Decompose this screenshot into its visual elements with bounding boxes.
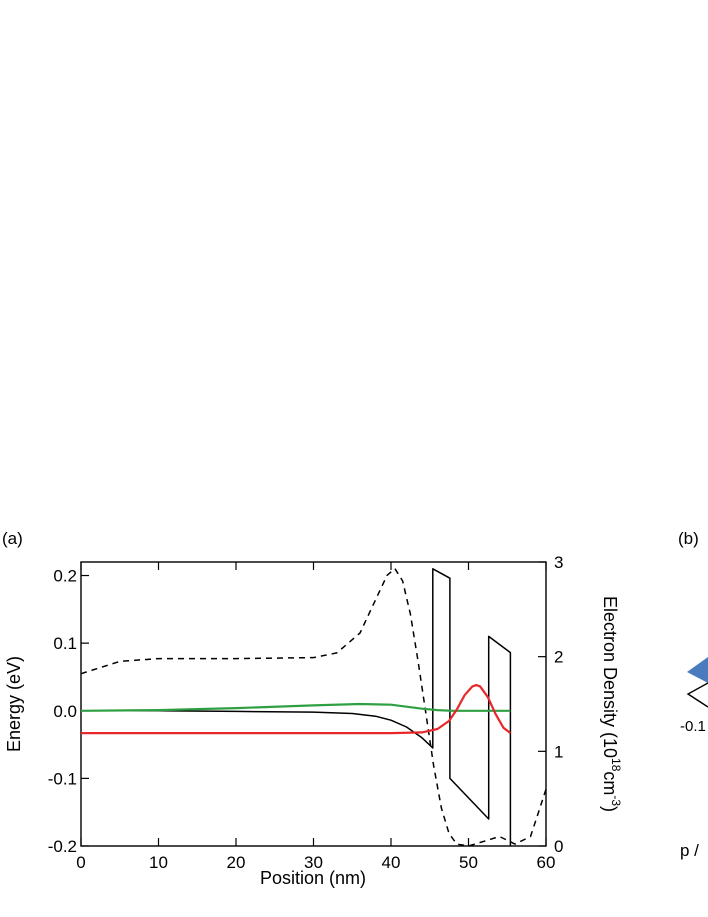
red-wavefunction-curve bbox=[81, 683, 512, 735]
y-right-title-sup1: 18 bbox=[609, 758, 623, 772]
y-right-title-main: Electron Density (10 bbox=[600, 596, 620, 758]
panel-b-outline-shape bbox=[686, 682, 708, 708]
potential-curve bbox=[81, 568, 512, 846]
x-axis-title: Position (nm) bbox=[260, 868, 366, 888]
y-right-tick-label: 2 bbox=[554, 648, 563, 667]
y-left-tick-label: -0.2 bbox=[48, 837, 77, 856]
series-group bbox=[80, 567, 547, 847]
x-tick-label: 30 bbox=[304, 853, 323, 872]
panel-b-text-1: -0.1 bbox=[680, 718, 706, 735]
panel-b-text-2: p / bbox=[680, 841, 699, 860]
y-right-title-end: ) bbox=[600, 806, 620, 812]
y-right-tick-label: 0 bbox=[554, 837, 563, 856]
y-right-axis-title: Electron Density (1018cm-3) bbox=[600, 596, 623, 812]
y-right-tick-label: 1 bbox=[554, 742, 563, 761]
green-curve bbox=[80, 702, 511, 712]
x-tick-label: 40 bbox=[382, 853, 401, 872]
y-left-tick-label: -0.1 bbox=[48, 769, 77, 788]
y-left-tick-label: 0.1 bbox=[53, 634, 77, 653]
y-left-axis-title: Energy (eV) bbox=[4, 656, 24, 752]
y-left-tick-label: 0.0 bbox=[53, 702, 77, 721]
panel-a-label: (a) bbox=[2, 529, 23, 548]
panel-b-label: (b) bbox=[678, 529, 699, 548]
x-tick-label: 50 bbox=[459, 853, 478, 872]
y-right-title-sup2: -3 bbox=[609, 795, 623, 806]
y-right-tick-label: 3 bbox=[554, 553, 563, 572]
electron-density-curve bbox=[80, 567, 547, 847]
x-tick-label: 0 bbox=[76, 853, 85, 872]
x-tick-label: 10 bbox=[149, 853, 168, 872]
y-left-tick-label: 0.2 bbox=[53, 567, 77, 586]
panel-b-triangle-shape bbox=[687, 657, 708, 683]
axis-ticks bbox=[80, 561, 547, 847]
y-right-title-mid: cm bbox=[600, 771, 620, 795]
plot-frame bbox=[80, 561, 547, 847]
x-tick-label: 20 bbox=[227, 853, 246, 872]
x-tick-label: 60 bbox=[537, 853, 556, 872]
